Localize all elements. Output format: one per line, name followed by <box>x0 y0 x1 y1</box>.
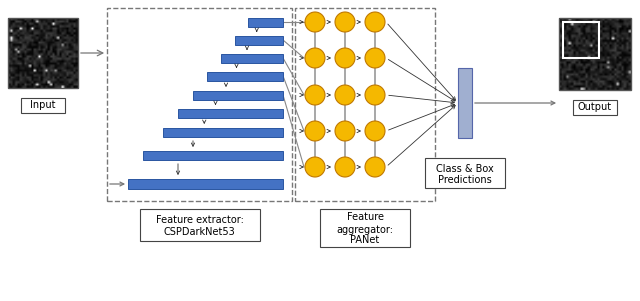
Circle shape <box>365 85 385 105</box>
Circle shape <box>305 12 325 32</box>
Bar <box>163 128 283 137</box>
Text: aggregator:: aggregator: <box>337 225 394 235</box>
Bar <box>140 209 259 241</box>
Circle shape <box>305 121 325 141</box>
Bar <box>8 18 78 88</box>
Circle shape <box>335 48 355 68</box>
Bar <box>425 158 505 188</box>
Circle shape <box>335 12 355 32</box>
Circle shape <box>365 157 385 177</box>
Bar <box>559 18 631 90</box>
Circle shape <box>335 85 355 105</box>
Bar <box>193 91 283 100</box>
Text: Feature extractor:: Feature extractor: <box>156 215 243 225</box>
Circle shape <box>305 48 325 68</box>
Text: PANet: PANet <box>350 235 380 245</box>
Circle shape <box>305 157 325 177</box>
Bar <box>235 36 283 45</box>
Bar <box>458 68 472 138</box>
Text: Feature: Feature <box>346 213 383 222</box>
Circle shape <box>335 121 355 141</box>
Text: Output: Output <box>578 103 612 113</box>
Circle shape <box>335 157 355 177</box>
Bar <box>573 100 617 115</box>
Bar <box>128 179 283 189</box>
Bar <box>143 151 283 160</box>
Circle shape <box>365 12 385 32</box>
Text: CSPDarkNet53: CSPDarkNet53 <box>164 227 236 237</box>
Circle shape <box>365 121 385 141</box>
Bar <box>221 54 283 63</box>
Text: Predictions: Predictions <box>438 175 492 185</box>
Circle shape <box>305 85 325 105</box>
Text: Input: Input <box>30 101 56 110</box>
Bar <box>178 109 283 118</box>
Bar <box>248 18 283 27</box>
Text: Class & Box: Class & Box <box>436 163 494 173</box>
Bar <box>21 98 65 113</box>
Bar <box>207 72 283 81</box>
Bar <box>563 22 599 58</box>
Bar <box>320 209 410 247</box>
Circle shape <box>365 48 385 68</box>
